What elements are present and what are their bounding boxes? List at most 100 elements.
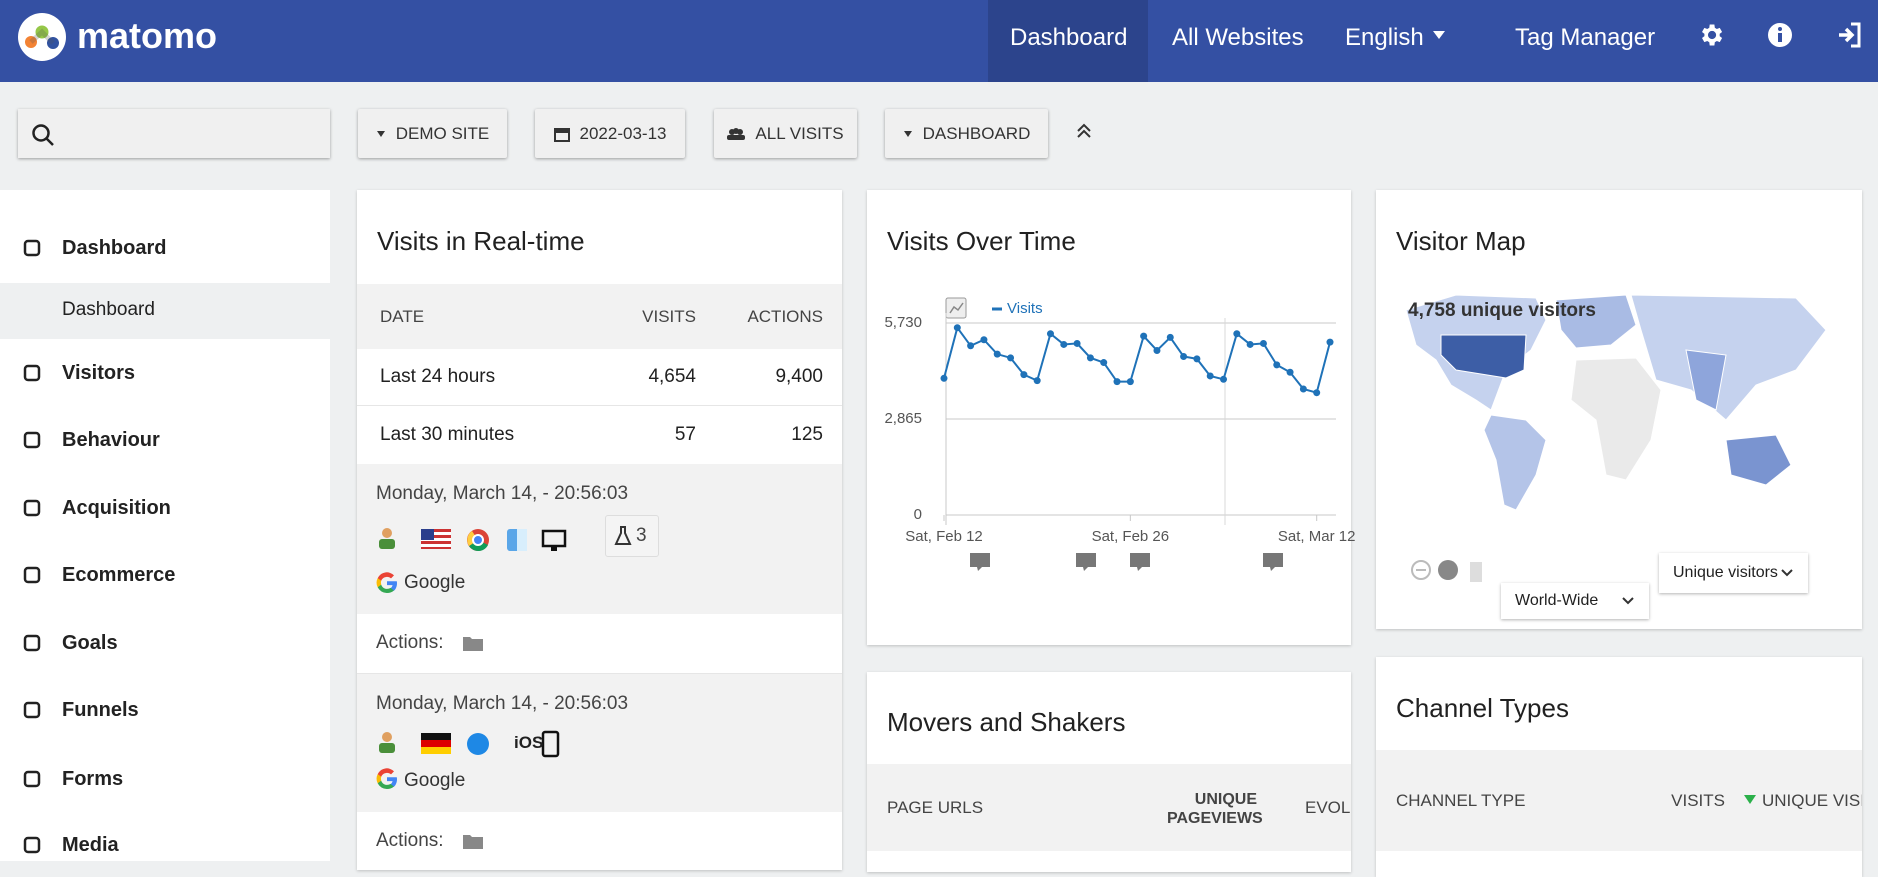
sidebar-subitem[interactable]: Dashboard [62,299,155,320]
channel-types-widget: Channel Types CHANNEL TYPE VISITS UNIQUE… [1376,657,1862,877]
search-box[interactable] [18,109,330,158]
movers-widget: Movers and Shakers PAGE URLS UNIQUE PAGE… [867,672,1351,872]
sidebar-item[interactable]: Funnels [62,699,139,721]
sidebar-item[interactable]: Goals [62,632,118,654]
google-icon [376,768,397,790]
visit-referrer: Google [404,770,466,791]
data-point [1140,332,1148,340]
line-series [943,325,1331,394]
sort-indicator [1744,795,1756,804]
caret [376,130,385,137]
sidebar-item[interactable]: Behaviour [62,429,160,451]
date-label: 2022-03-13 [579,123,667,143]
chart-type-glyph [949,302,964,314]
visit-os: iOS [514,733,544,752]
data-point [993,350,1001,358]
experiments-count: 3 [636,525,647,546]
data-point [1007,354,1015,362]
data-point [967,342,975,350]
logout-icon[interactable] [1836,21,1864,49]
sidebar-item[interactable]: Visitors [62,362,135,384]
sidebar-icon [23,499,41,517]
dashboard-label: DASHBOARD [922,123,1031,143]
metric-label: Unique visitors [1673,564,1778,581]
sidebar-icon [23,364,41,382]
visitor-map-widget: Visitor Map 4,758 unique visitors World-… [1376,190,1862,629]
legend-label: Visits [1007,300,1043,317]
y-tick-label: 2,865 [884,410,922,427]
settings-icon[interactable] [1697,21,1725,49]
column-header: ACTIONS [747,307,823,326]
sidebar-item[interactable]: Media [62,834,119,856]
row-value: 57 [674,424,696,445]
sidebar-icon [23,701,41,719]
nav-language[interactable]: English [1345,24,1424,51]
visit-referrer: Google [404,572,466,593]
widget-title: Movers and Shakers [887,707,1126,737]
chart: 0 2,865 5,730 Sat, Feb 12 Sat, Feb 26 Sat, Ma… [884,297,1355,571]
row-label: Last 24 hours [380,366,496,387]
column-header: PAGE URLS [887,798,984,817]
sidebar-item[interactable]: Ecommerce [62,564,176,586]
data-point [1233,330,1241,338]
x-tick-label: Sat, Feb 12 [905,528,983,545]
sidebar [0,190,330,861]
data-point [1259,339,1267,347]
visit-icons [379,528,567,551]
info-icon[interactable] [1766,21,1794,49]
site-label: DEMO SITE [395,123,490,143]
metric-select[interactable]: Unique visitors [1659,553,1808,593]
column-header: VISITS [642,307,696,326]
active-nav-bg [988,0,1148,82]
sidebar-item[interactable]: Dashboard [62,237,167,259]
dashboard-selector[interactable]: DASHBOARD [885,109,1048,158]
column-header: VISITS [1671,791,1725,810]
chevron [1622,597,1634,605]
date-selector[interactable]: 2022-03-13 [535,109,685,158]
column-header: UNIQUE PAGEVIEWS [1167,791,1263,827]
data-point [1086,354,1094,362]
nav-dashboard[interactable]: Dashboard [1010,24,1128,51]
experiments-badge: 3 [605,515,659,557]
data-point [953,324,961,332]
collapse-icon[interactable] [1075,122,1093,140]
sidebar-item[interactable]: Forms [62,768,124,790]
annotation-icons[interactable] [970,553,1283,571]
column-header: UNIQUE VISITORS [1762,791,1862,810]
realtime-widget: Visits in Real-time DATE VISITS ACTIONS … [357,190,842,870]
data-point [1100,359,1108,367]
visit-time: Monday, March 14, - 20:56:03 [376,483,629,504]
data-point [1073,339,1081,347]
sidebar-icon [23,770,41,788]
column-header: EVOLUTION [1305,798,1351,817]
data-point [1273,361,1281,369]
data-point [1206,372,1214,380]
sidebar-item[interactable]: Acquisition [62,497,171,519]
nav-all-websites[interactable]: All Websites [1172,24,1304,51]
folder-icon [463,835,483,849]
row-value: 4,654 [648,366,696,387]
visit-time: Monday, March 14, - 20:56:03 [376,693,629,714]
calendar-icon [553,127,570,142]
visit-icons [379,730,560,758]
data-point [1113,378,1121,386]
actions-label: Actions: [376,830,444,851]
site-selector[interactable]: DEMO SITE [358,109,507,158]
data-point [1220,375,1228,383]
nav-tag-manager[interactable]: Tag Manager [1515,24,1656,51]
data-point [940,374,948,382]
region-select[interactable]: World-Wide [1501,583,1649,619]
widget-title: Visits in Real-time [377,226,585,256]
logo-icon [18,13,66,61]
table-header-bg [1376,750,1862,851]
segment-selector[interactable]: ALL VISITS [714,109,857,158]
map-controls[interactable] [1410,558,1490,584]
dropdown-caret [1433,31,1445,39]
data-point [1020,371,1028,379]
data-point [1166,333,1174,341]
row-value: 125 [791,424,823,445]
data-point [1126,378,1134,386]
sidebar-icon [23,239,41,257]
